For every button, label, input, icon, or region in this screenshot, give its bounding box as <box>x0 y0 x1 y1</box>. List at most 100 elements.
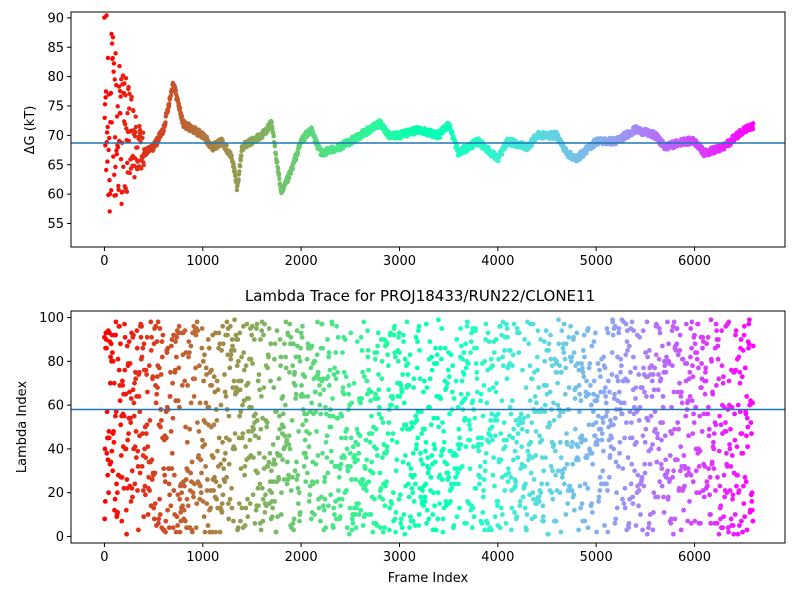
lambda-point <box>499 398 505 404</box>
lambda-point <box>626 520 632 526</box>
lambda-point <box>133 455 139 460</box>
lambda-point <box>209 383 215 388</box>
lambda-point <box>448 499 453 504</box>
lambda-point <box>205 337 211 342</box>
lambda-point <box>116 367 122 373</box>
lambda-point <box>716 337 721 342</box>
lambda-point <box>482 459 488 465</box>
lambda-point <box>174 334 180 340</box>
lambda-point <box>520 494 526 500</box>
lambda-point <box>392 516 398 522</box>
lambda-point <box>402 531 408 537</box>
lambda-point <box>508 527 514 533</box>
lambda-point <box>510 435 516 441</box>
lambda-point <box>681 453 687 458</box>
lambda-point <box>104 450 110 456</box>
lambda-point <box>491 455 496 460</box>
lambda-point <box>513 418 519 423</box>
lambda-point <box>522 337 527 342</box>
lambda-point <box>326 503 331 509</box>
lambda-point <box>197 483 203 489</box>
dg-point <box>123 186 128 191</box>
lambda-point <box>191 494 196 500</box>
lambda-point <box>597 488 603 493</box>
lambda-point <box>214 378 220 384</box>
lambda-point <box>366 479 372 485</box>
lambda-point <box>565 501 571 506</box>
lambda-point <box>576 383 582 388</box>
lambda-point <box>162 472 168 478</box>
lambda-point <box>210 455 216 460</box>
lambda-point <box>292 468 298 474</box>
lambda-point <box>286 433 292 439</box>
lambda-point <box>675 457 680 463</box>
lambda-point <box>690 363 695 369</box>
lambda-point <box>449 481 454 487</box>
lambda-point <box>106 490 111 496</box>
lambda-point <box>660 343 665 349</box>
lambda-point <box>275 514 280 520</box>
lambda-point <box>575 444 581 450</box>
lambda-point <box>604 481 609 487</box>
lambda-point <box>643 350 648 355</box>
lambda-point <box>286 472 291 478</box>
lambda-point <box>384 444 390 450</box>
dg-point <box>116 187 121 192</box>
lambda-point <box>401 512 407 517</box>
lambda-point <box>315 319 320 325</box>
lambda-point <box>379 358 385 364</box>
lambda-point <box>742 514 748 520</box>
lambda-point <box>226 461 232 467</box>
lambda-point <box>198 457 204 463</box>
lambda-point <box>601 448 606 454</box>
lambda-point <box>292 383 298 388</box>
lambda-point <box>145 389 150 395</box>
lambda-point <box>527 398 533 404</box>
lambda-point <box>461 372 467 377</box>
lambda-point <box>481 383 487 388</box>
lambda-point <box>605 488 610 493</box>
lambda-point <box>265 365 270 371</box>
lambda-point <box>168 429 174 434</box>
lambda-point <box>236 358 241 364</box>
lambda-point <box>422 426 427 432</box>
lambda-point <box>216 435 222 441</box>
lambda-point <box>199 326 205 331</box>
dg-point <box>114 114 120 119</box>
lambda-chart-title: Lambda Trace for PROJ18433/RUN22/CLONE11 <box>245 287 595 305</box>
lambda-point <box>375 330 381 336</box>
lambda-x-ticks: 0 1000 2000 3000 4000 5000 6000 <box>100 543 711 565</box>
lambda-point <box>580 348 586 353</box>
lambda-point <box>638 512 643 517</box>
lambda-point <box>396 330 402 336</box>
lambda-point <box>588 383 593 388</box>
lambda-point <box>557 490 563 496</box>
lambda-point <box>620 496 625 502</box>
lambda-point <box>229 337 235 342</box>
lambda-point <box>164 350 170 355</box>
lambda-point <box>260 496 266 502</box>
lambda-point <box>154 339 160 344</box>
lambda-panel: Lambda Trace for PROJ18433/RUN22/CLONE11… <box>15 287 786 586</box>
lambda-point <box>121 413 127 419</box>
lambda-point <box>691 420 697 425</box>
lambda-point <box>441 446 446 452</box>
lambda-point <box>625 378 631 384</box>
lambda-point <box>405 481 411 487</box>
lambda-point <box>298 345 303 351</box>
lambda-point <box>464 520 469 526</box>
lambda-point <box>321 503 326 509</box>
lambda-point <box>603 400 609 406</box>
lambda-point <box>136 369 142 375</box>
lambda-point <box>109 448 115 454</box>
lambda-point <box>713 488 718 493</box>
lambda-point <box>710 391 716 397</box>
lambda-point <box>440 516 446 522</box>
lambda-point <box>577 409 582 415</box>
lambda-point <box>543 455 548 460</box>
lambda-point <box>726 529 731 535</box>
lambda-point <box>377 470 383 476</box>
lambda-y-tick-label: 20 <box>47 486 64 501</box>
lambda-point <box>747 317 752 323</box>
lambda-point <box>745 444 750 450</box>
